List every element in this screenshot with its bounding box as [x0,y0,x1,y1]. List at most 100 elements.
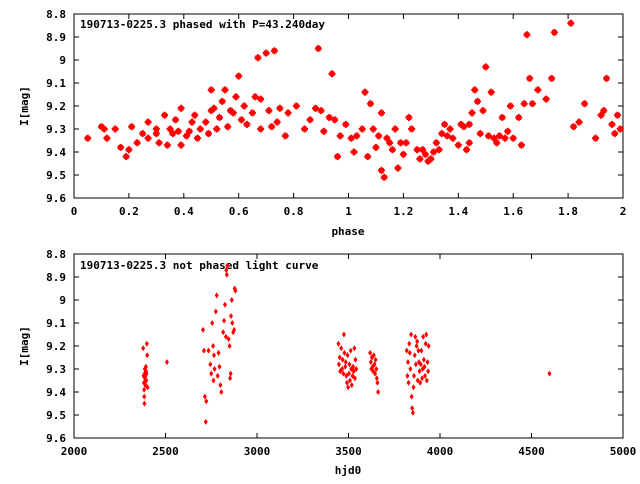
data-point [421,333,426,340]
phased-y-tick-label: 8.8 [46,8,66,21]
phased-x-tick-label: 0.4 [174,205,194,218]
data-point [224,271,229,278]
data-point [422,372,427,379]
raw-y-tick-label: 9.6 [46,432,66,445]
phased-x-axis-label: phase [331,225,364,238]
data-point [172,116,180,124]
data-point [202,118,210,126]
data-point [358,125,366,133]
data-point [523,31,531,39]
data-point [372,143,380,151]
raw-y-tick-label: 8.8 [46,248,66,261]
data-point [399,150,407,158]
data-point [484,132,492,140]
data-point [603,74,611,82]
data-point [111,125,119,133]
phased-x-tick-label: 1.8 [558,205,578,218]
raw-y-tick-label: 9.2 [46,340,66,353]
data-point [368,359,373,366]
data-point [463,146,471,154]
data-point [343,363,348,370]
data-point [212,366,217,372]
data-point [221,86,229,94]
data-point [337,354,342,361]
data-point [515,114,523,121]
data-point [213,308,218,315]
data-point [145,384,150,391]
phased-y-ticks: 8.8 8.9 9 9.1 9.2 9.3 9.4 9.5 9.6 [46,8,623,205]
data-point [152,130,160,138]
data-point [339,345,344,352]
data-point [416,155,424,163]
data-point [441,120,449,128]
data-point [421,150,429,158]
data-point [405,372,410,379]
data-point [411,384,416,391]
data-point [405,359,410,366]
data-point [438,130,446,138]
data-point [374,375,379,382]
phased-x-tick-label: 1.6 [503,205,523,218]
data-point [412,352,417,359]
data-point [420,375,425,382]
data-point [144,370,149,377]
data-point [202,393,207,400]
data-point [373,370,378,377]
data-point [468,109,476,117]
data-point [144,377,149,384]
data-point [211,377,216,384]
phased-x-tick-label: 0.2 [119,205,139,218]
raw-x-tick-label: 4000 [427,445,454,458]
data-point [161,111,169,119]
data-point [345,379,350,386]
data-point [233,287,238,294]
data-point [353,356,358,363]
data-point [424,377,429,384]
data-point [222,301,227,308]
data-point [415,377,420,384]
phased-y-tick-label: 8.9 [46,31,66,44]
data-point [520,100,528,108]
data-point [207,86,215,94]
phased-x-tick-label: 0.8 [284,205,304,218]
data-point [366,100,374,108]
data-point [410,409,415,416]
phased-y-tick-label: 9.6 [46,192,66,205]
data-point [229,109,237,117]
raw-x-tick-label: 3500 [335,445,362,458]
data-point [235,72,243,80]
data-point [194,134,202,142]
data-point [215,114,223,121]
data-point [344,372,349,379]
data-point [320,127,328,135]
data-point [262,49,270,57]
data-point [334,153,342,161]
data-point [347,377,352,384]
data-point [183,132,191,140]
data-point [493,139,501,147]
data-point [169,130,177,138]
data-point [423,340,428,347]
data-point [341,370,346,377]
data-point [191,111,199,119]
data-point [476,130,484,138]
data-point [376,389,381,395]
phased-x-tick-label: 0 [71,205,78,218]
phased-x-tick-label: 1.4 [448,205,468,218]
data-point [336,132,344,140]
data-point [270,47,278,55]
data-point [410,405,415,412]
data-point [506,102,514,110]
data-point [84,134,92,142]
data-point [143,363,148,370]
data-point [348,347,353,354]
data-point [317,107,325,115]
data-point [232,326,237,333]
data-point [409,331,414,338]
phased-x-tick-label: 0.6 [229,205,249,218]
data-point [517,141,525,149]
data-point [408,125,416,133]
data-point [97,123,105,131]
data-point [117,143,125,151]
data-point [281,132,289,140]
